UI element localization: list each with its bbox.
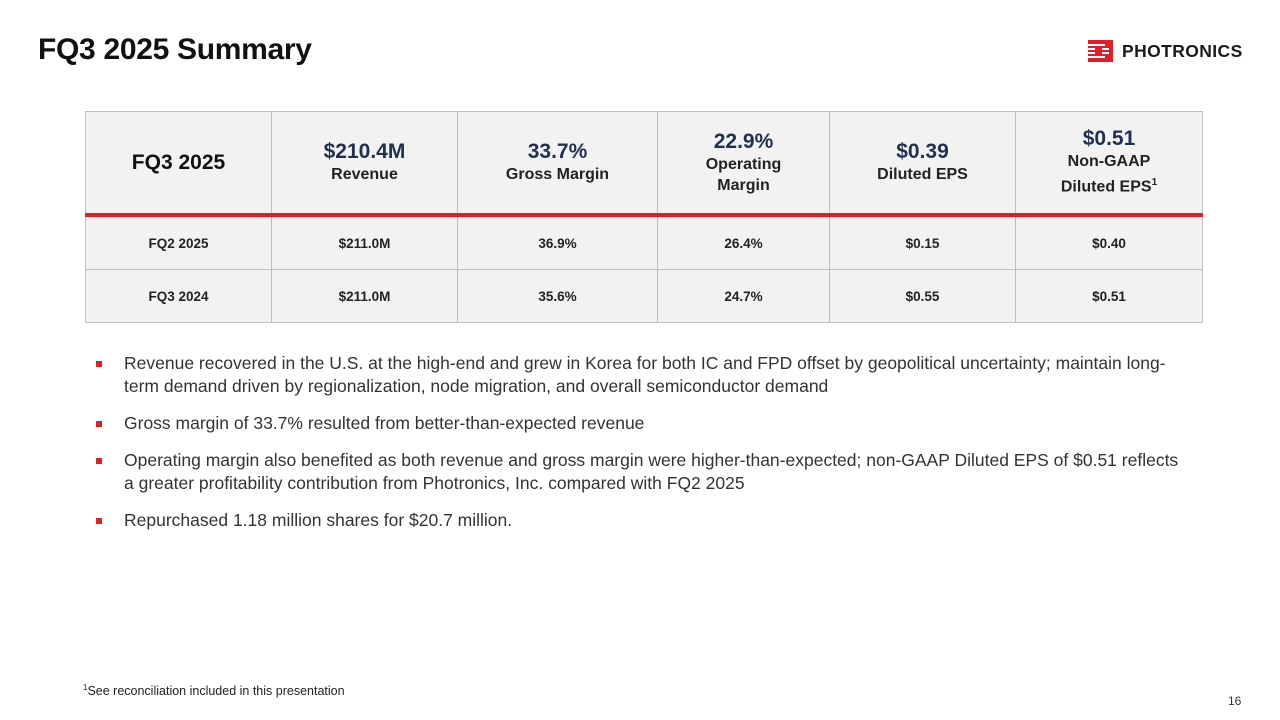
logo-text: PHOTRONICS bbox=[1122, 40, 1243, 61]
header-non-gaap-eps-label-1: Non-GAAP bbox=[1067, 153, 1151, 171]
summary-table: FQ3 2025 $210.4M Revenue 33.7% Gross Mar… bbox=[85, 111, 1203, 323]
bullet-text: Gross margin of 33.7% resulted from bett… bbox=[124, 413, 645, 433]
header-period-cell: FQ3 2025 bbox=[85, 111, 272, 217]
table-row: FQ3 2024 $211.0M 35.6% 24.7% $0.55 $0.51 bbox=[85, 269, 1203, 323]
bullet-item: Repurchased 1.18 million shares for $20.… bbox=[96, 509, 1186, 532]
bullet-text: Repurchased 1.18 million shares for $20.… bbox=[124, 510, 513, 530]
bullet-square-icon bbox=[96, 518, 102, 524]
footnote-marker: 1 bbox=[1151, 177, 1158, 189]
slide-title: FQ3 2025 Summary bbox=[38, 33, 312, 66]
bullet-square-icon bbox=[96, 458, 102, 464]
bullet-item: Revenue recovered in the U.S. at the hig… bbox=[96, 352, 1186, 398]
footnote-number: 1 bbox=[83, 683, 88, 692]
header-period-label: FQ3 2025 bbox=[131, 150, 226, 174]
photronics-logo-icon bbox=[1088, 40, 1113, 62]
bullet-item: Operating margin also benefited as both … bbox=[96, 449, 1186, 495]
page-number: 16 bbox=[1228, 694, 1242, 708]
bullet-text: Operating margin also benefited as both … bbox=[124, 450, 1179, 493]
table-row: FQ2 2025 $211.0M 36.9% 26.4% $0.15 $0.40 bbox=[85, 214, 1203, 270]
bullet-square-icon bbox=[96, 361, 102, 367]
bullet-item: Gross margin of 33.7% resulted from bett… bbox=[96, 412, 1186, 435]
row-non-gaap-eps-cell: $0.51 bbox=[1015, 269, 1203, 323]
header-operating-margin-cell: 22.9% Operating Margin bbox=[657, 111, 830, 217]
header-revenue-cell: $210.4M Revenue bbox=[271, 111, 458, 217]
row-diluted-eps-cell: $0.15 bbox=[829, 214, 1016, 270]
header-gross-margin-cell: 33.7% Gross Margin bbox=[457, 111, 658, 217]
row-revenue-cell: $211.0M bbox=[271, 269, 458, 323]
row-operating-margin-cell: 24.7% bbox=[657, 269, 830, 323]
header-diluted-eps-cell: $0.39 Diluted EPS bbox=[829, 111, 1016, 217]
footnote: 1See reconciliation included in this pre… bbox=[83, 683, 345, 698]
bullet-square-icon bbox=[96, 421, 102, 427]
non-gaap-eps-label-text: Diluted EPS bbox=[1060, 178, 1152, 196]
header-operating-margin-value: 22.9% bbox=[713, 129, 774, 153]
row-non-gaap-eps-cell: $0.40 bbox=[1015, 214, 1203, 270]
header-revenue-label: Revenue bbox=[331, 166, 398, 183]
row-period-cell: FQ2 2025 bbox=[85, 214, 272, 270]
header-diluted-eps-label: Diluted EPS bbox=[877, 166, 968, 183]
row-operating-margin-cell: 26.4% bbox=[657, 214, 830, 270]
table-header-row: FQ3 2025 $210.4M Revenue 33.7% Gross Mar… bbox=[85, 111, 1203, 217]
footnote-text: See reconciliation included in this pres… bbox=[87, 684, 345, 699]
header-operating-margin-label-1: Operating bbox=[705, 155, 782, 173]
header-non-gaap-eps-label-2: Diluted EPS1 bbox=[1016, 172, 1202, 197]
row-gross-margin-cell: 35.6% bbox=[457, 269, 658, 323]
row-gross-margin-cell: 36.9% bbox=[457, 214, 658, 270]
bullet-list: Revenue recovered in the U.S. at the hig… bbox=[96, 352, 1186, 546]
header-non-gaap-eps-value: $0.51 bbox=[1082, 127, 1136, 151]
row-diluted-eps-cell: $0.55 bbox=[829, 269, 1016, 323]
row-period-cell: FQ3 2024 bbox=[85, 269, 272, 323]
header-gross-margin-value: 33.7% bbox=[527, 140, 588, 163]
photronics-logo: PHOTRONICS bbox=[1088, 40, 1243, 62]
header-revenue-value: $210.4M bbox=[323, 140, 406, 163]
row-revenue-cell: $211.0M bbox=[271, 214, 458, 270]
header-diluted-eps-value: $0.39 bbox=[896, 140, 949, 163]
header-non-gaap-eps-cell: $0.51 Non-GAAP Diluted EPS1 bbox=[1015, 111, 1203, 217]
header-gross-margin-label: Gross Margin bbox=[505, 166, 610, 183]
header-operating-margin-label-2: Margin bbox=[717, 176, 770, 194]
bullet-text: Revenue recovered in the U.S. at the hig… bbox=[124, 353, 1166, 396]
